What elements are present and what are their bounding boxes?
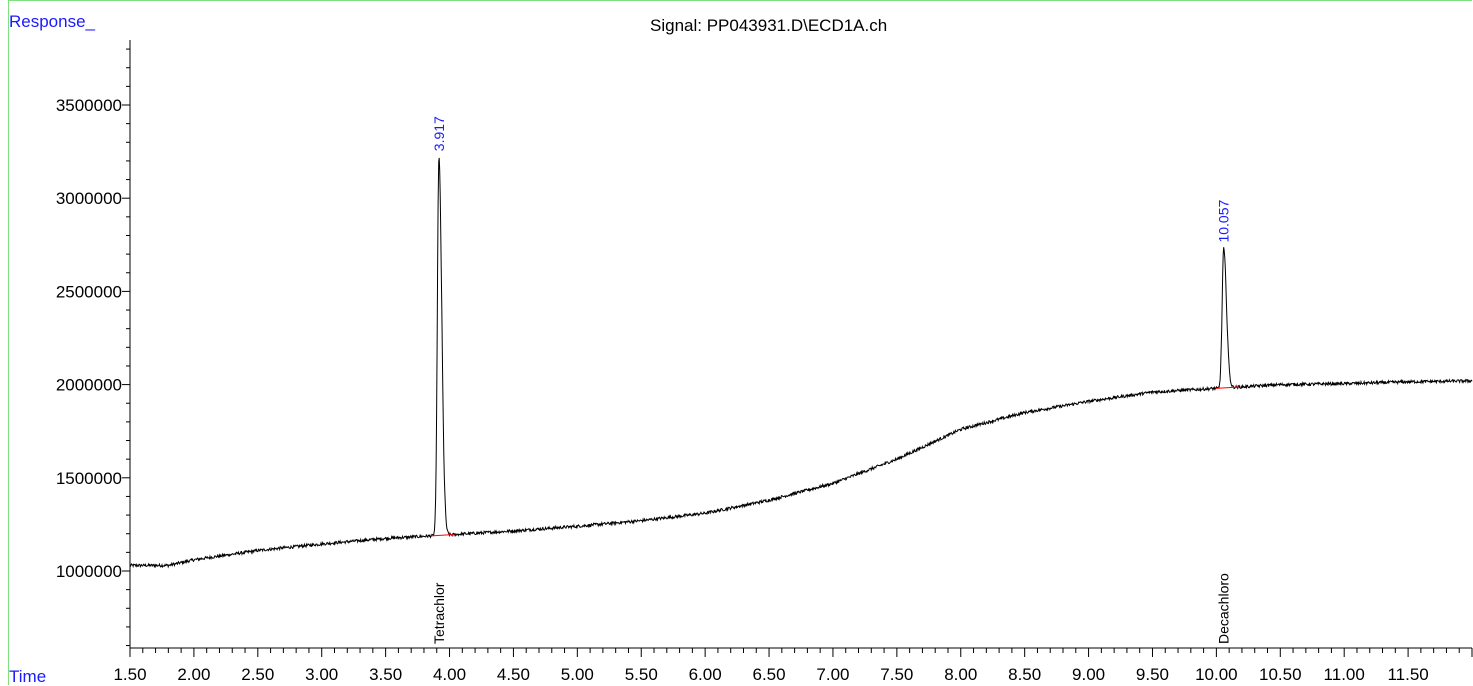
y-tick-label: 2500000 <box>56 282 122 301</box>
y-tick-label: 1000000 <box>56 562 122 581</box>
x-tick-label: 6.50 <box>753 665 786 684</box>
y-tick-label: 3000000 <box>56 189 122 208</box>
x-tick-label: 4.00 <box>433 665 466 684</box>
integration-baseline <box>431 534 455 537</box>
x-tick-label: 7.00 <box>816 665 849 684</box>
x-tick-label: 8.00 <box>944 665 977 684</box>
x-tick-label: 9.00 <box>1072 665 1105 684</box>
x-tick-label: 11.50 <box>1387 665 1428 684</box>
peak-compound-label: Tetrachlor <box>431 582 447 644</box>
x-tick-label: 5.00 <box>561 665 594 684</box>
y-tick-label: 3500000 <box>56 96 122 115</box>
y-tick-label: 1500000 <box>56 469 122 488</box>
plot-frame <box>8 0 1472 685</box>
x-tick-label: 2.00 <box>177 665 210 684</box>
peak-rt-label: 3.917 <box>431 116 447 151</box>
x-tick-label: 4.50 <box>497 665 530 684</box>
peak-rt-label: 10.057 <box>1216 199 1232 242</box>
x-tick-label: 10.50 <box>1259 665 1302 684</box>
x-tick-label: 9.50 <box>1136 665 1169 684</box>
x-tick-label: 6.00 <box>689 665 722 684</box>
x-tick-label: 7.50 <box>880 665 913 684</box>
x-tick-label: 11.00 <box>1324 665 1365 684</box>
x-tick-label: 5.50 <box>625 665 658 684</box>
peak-compound-label: Decachloro <box>1216 573 1232 644</box>
x-tick-label: 2.50 <box>241 665 274 684</box>
x-tick-label: 3.00 <box>305 665 338 684</box>
x-axis-label: Time <box>9 667 47 686</box>
y-axis-label: Response_ <box>9 12 96 31</box>
integration-baseline <box>1215 386 1240 389</box>
x-tick-label: 10.00 <box>1195 665 1238 684</box>
y-tick-label: 2000000 <box>56 376 122 395</box>
signal-trace <box>129 157 1473 569</box>
x-tick-label: 3.50 <box>369 665 402 684</box>
x-tick-label: 8.50 <box>1008 665 1041 684</box>
x-tick-label: 1.50 <box>113 665 146 684</box>
chart-title: Signal: PP043931.D\ECD1A.ch <box>650 16 888 35</box>
